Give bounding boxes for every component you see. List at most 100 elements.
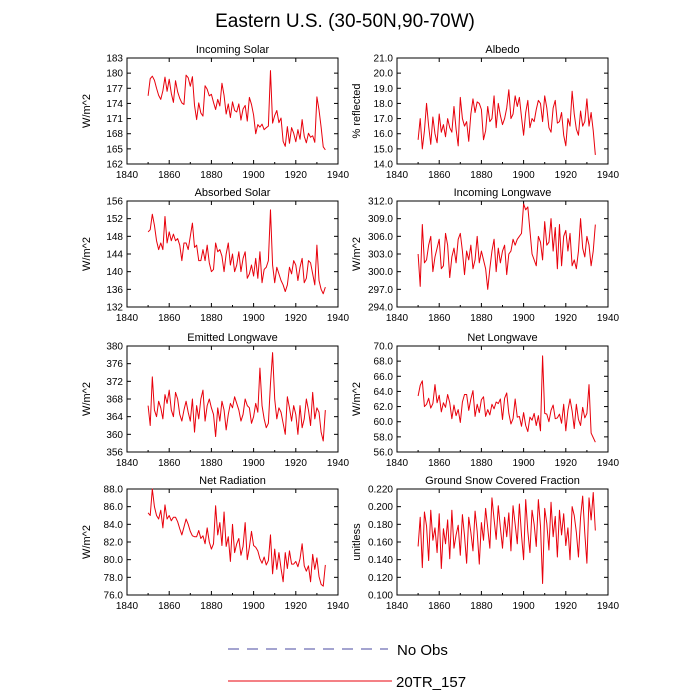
x-tick-label: 1940 bbox=[327, 458, 350, 469]
y-tick-label: 19.0 bbox=[374, 84, 394, 95]
y-axis-label: W/m^2 bbox=[351, 237, 363, 271]
y-tick-label: 162 bbox=[106, 160, 123, 171]
y-tick-label: 60.0 bbox=[374, 417, 394, 428]
y-axis-label: W/m^2 bbox=[81, 94, 93, 128]
x-tick-label: 1940 bbox=[597, 170, 620, 181]
y-tick-label: 136 bbox=[106, 285, 123, 296]
x-tick-label: 1840 bbox=[386, 458, 409, 469]
legend-label-20tr-157: 20TR_157 bbox=[396, 674, 466, 691]
y-tick-label: 309.0 bbox=[368, 214, 393, 225]
y-tick-label: 152 bbox=[106, 214, 123, 225]
figure-title: Eastern U.S. (30-50N,90-70W) bbox=[215, 11, 475, 32]
series-line-20tr-157 bbox=[417, 89, 596, 155]
y-tick-label: 0.100 bbox=[368, 591, 393, 602]
x-tick-label: 1940 bbox=[327, 313, 350, 324]
y-tick-label: 144 bbox=[106, 250, 123, 261]
x-tick-label: 1880 bbox=[470, 313, 493, 324]
x-tick-label: 1880 bbox=[200, 170, 223, 181]
x-tick-label: 1860 bbox=[158, 313, 181, 324]
x-tick-label: 1900 bbox=[242, 170, 265, 181]
y-tick-label: 20.0 bbox=[374, 69, 394, 80]
y-tick-label: 0.180 bbox=[368, 520, 393, 531]
x-tick-label: 1940 bbox=[597, 458, 620, 469]
panel-title: Net Radiation bbox=[199, 475, 266, 487]
y-tick-label: 62.0 bbox=[374, 402, 394, 413]
y-tick-label: 156 bbox=[106, 197, 123, 208]
y-tick-label: 360 bbox=[106, 430, 123, 441]
x-tick-label: 1900 bbox=[242, 458, 265, 469]
y-tick-label: 78.0 bbox=[104, 573, 124, 584]
x-tick-label: 1900 bbox=[242, 313, 265, 324]
x-tick-label: 1900 bbox=[512, 601, 535, 612]
y-tick-label: 68.0 bbox=[374, 357, 394, 368]
panel-title: Incoming Longwave bbox=[454, 187, 552, 199]
y-tick-label: 183 bbox=[106, 54, 123, 65]
legend: No Obs 20TR_157 bbox=[228, 642, 466, 691]
y-tick-label: 66.0 bbox=[374, 372, 394, 383]
plot-frame bbox=[396, 57, 609, 165]
x-tick-label: 1860 bbox=[428, 170, 451, 181]
series-line-20tr-157 bbox=[417, 355, 596, 443]
plot-frame bbox=[126, 57, 339, 165]
y-tick-label: 356 bbox=[106, 448, 123, 459]
x-tick-label: 1840 bbox=[116, 170, 139, 181]
x-tick-label: 1840 bbox=[386, 313, 409, 324]
panel-incoming-longwave: Incoming Longwave W/m^2 1840 1860 1880 1900 19… bbox=[351, 187, 620, 324]
x-tick-label: 1920 bbox=[285, 458, 308, 469]
x-tick-label: 1880 bbox=[470, 170, 493, 181]
x-tick-label: 1900 bbox=[512, 170, 535, 181]
x-tick-label: 1860 bbox=[428, 313, 451, 324]
x-tick-label: 1880 bbox=[470, 458, 493, 469]
y-axis-label: W/m^2 bbox=[81, 382, 93, 416]
y-tick-label: 180 bbox=[106, 69, 123, 80]
y-tick-label: 294.0 bbox=[368, 303, 393, 314]
y-tick-label: 297.0 bbox=[368, 285, 393, 296]
y-tick-label: 0.120 bbox=[368, 573, 393, 584]
panel-title: Albedo bbox=[485, 44, 519, 56]
x-tick-label: 1920 bbox=[285, 170, 308, 181]
x-tick-label: 1880 bbox=[200, 458, 223, 469]
series-line-20tr-157 bbox=[417, 203, 596, 290]
y-tick-label: 165 bbox=[106, 144, 123, 155]
x-tick-label: 1860 bbox=[158, 458, 181, 469]
series-line-20tr-157 bbox=[417, 492, 596, 585]
y-tick-label: 306.0 bbox=[368, 232, 393, 243]
y-tick-label: 372 bbox=[106, 377, 123, 388]
y-tick-label: 82.0 bbox=[104, 538, 124, 549]
x-tick-label: 1900 bbox=[512, 313, 535, 324]
series-line-20tr-157 bbox=[147, 70, 326, 151]
y-axis-label: % reflected bbox=[351, 83, 363, 138]
y-tick-label: 16.0 bbox=[374, 129, 394, 140]
y-tick-label: 58.0 bbox=[374, 432, 394, 443]
y-tick-label: 15.0 bbox=[374, 144, 394, 155]
y-tick-label: 84.0 bbox=[104, 520, 124, 531]
y-tick-label: 174 bbox=[106, 99, 123, 110]
panel-title: Absorbed Solar bbox=[195, 187, 271, 199]
x-tick-label: 1940 bbox=[327, 601, 350, 612]
y-tick-label: 380 bbox=[106, 342, 123, 353]
y-tick-label: 18.0 bbox=[374, 99, 394, 110]
x-tick-label: 1840 bbox=[116, 601, 139, 612]
y-tick-label: 64.0 bbox=[374, 387, 394, 398]
panel-title: Ground Snow Covered Fraction bbox=[425, 475, 580, 487]
y-tick-label: 0.160 bbox=[368, 538, 393, 549]
series-line-20tr-157 bbox=[147, 352, 326, 442]
y-tick-label: 177 bbox=[106, 84, 123, 95]
y-tick-label: 303.0 bbox=[368, 250, 393, 261]
y-tick-label: 376 bbox=[106, 359, 123, 370]
x-tick-label: 1900 bbox=[242, 601, 265, 612]
panel-emitted-longwave: Emitted Longwave W/m^2 1840 1860 1880 1900 192… bbox=[81, 332, 350, 469]
panel-net-longwave: Net Longwave W/m^2 1840 1860 1880 1900 1920 194… bbox=[351, 332, 620, 469]
x-tick-label: 1920 bbox=[555, 601, 578, 612]
y-axis-label: W/m^2 bbox=[81, 237, 93, 271]
x-tick-label: 1920 bbox=[555, 170, 578, 181]
x-tick-label: 1920 bbox=[555, 313, 578, 324]
y-tick-label: 17.0 bbox=[374, 114, 394, 125]
panel-title: Incoming Solar bbox=[196, 44, 270, 56]
y-tick-label: 148 bbox=[106, 232, 123, 243]
x-tick-label: 1880 bbox=[200, 313, 223, 324]
legend-label-no-obs: No Obs bbox=[397, 642, 448, 659]
y-axis-label: unitless bbox=[351, 523, 363, 561]
x-tick-label: 1900 bbox=[512, 458, 535, 469]
